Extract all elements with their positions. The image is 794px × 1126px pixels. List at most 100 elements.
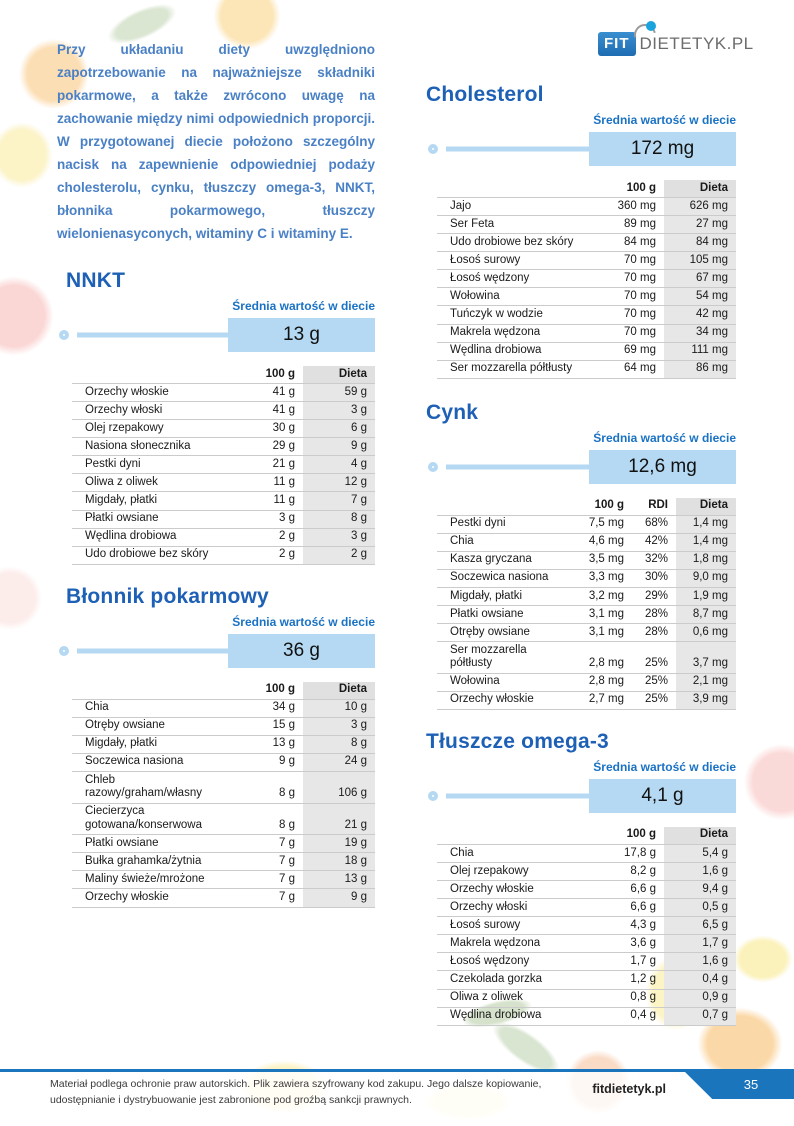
food-value: 1,6 g: [664, 862, 736, 882]
avg-value-row: 36 g: [57, 633, 375, 668]
value-marker-ring-icon: [428, 461, 438, 472]
food-label: Otręby owsiane: [437, 623, 562, 643]
food-label: Wędlina drobiowa: [72, 528, 223, 547]
page-number: 35: [743, 1076, 759, 1092]
food-value: 25%: [632, 673, 676, 692]
food-value: 27 mg: [664, 215, 736, 235]
food-value: 64 mg: [584, 360, 664, 379]
value-connector-line: [446, 146, 590, 152]
table-row: Wołowina 2,8 mg 25% 2,1 mg: [437, 673, 736, 692]
value-marker-ring-icon: [428, 790, 438, 801]
right-column: Cholesterol Średnia wartość w diecie 172…: [426, 83, 736, 1026]
food-value: 111 mg: [664, 342, 736, 361]
food-value: 0,4 g: [584, 1007, 664, 1026]
food-label: Olej rzepakowy: [72, 419, 223, 439]
table-row: Udo drobiowe bez skóry 84 mg 84 mg: [437, 233, 736, 253]
food-value: 1,2 g: [584, 970, 664, 990]
food-value: 8 g: [303, 735, 375, 754]
food-label: Płatki owsiane: [72, 510, 223, 529]
food-value: 9 g: [303, 888, 375, 908]
food-value: 28%: [632, 605, 676, 625]
food-label: Makrela wędzona: [437, 324, 584, 343]
food-value: 34 g: [223, 699, 303, 718]
table-row: Płatki owsiane 7 g 19 g: [72, 834, 375, 854]
food-value: 42 mg: [664, 305, 736, 325]
left-column: Przy układaniu diety uwzględniono zapotr…: [57, 38, 375, 908]
food-value: 6 g: [303, 419, 375, 439]
table-row: Orzechy włoskie 6,6 g 9,4 g: [437, 880, 736, 900]
food-value: 12 g: [303, 473, 375, 493]
food-label: Wędlina drobiowa: [437, 1007, 584, 1026]
food-value: 2,8 mg: [562, 673, 632, 692]
table-header-cell: [72, 366, 223, 385]
food-label: Maliny świeże/mrożone: [72, 870, 223, 890]
table-row: Soczewica nasiona 3,3 mg 30% 9,0 mg: [437, 569, 736, 589]
section-title: Tłuszcze omega-3: [426, 729, 609, 753]
table-row: Makrela wędzona 70 mg 34 mg: [437, 324, 736, 343]
food-label: Łosoś surowy: [437, 916, 584, 936]
avg-value-label: Średnia wartość w diecie: [232, 614, 375, 629]
nutrient-table: 100 g RDI Dieta Pestki dyni 7,5 mg 68% 1,4 mg C…: [437, 497, 736, 710]
food-label: Orzechy włoski: [437, 898, 584, 918]
table-row: Chia 17,8 g 5,4 g: [437, 844, 736, 864]
table-row: Ser mozzarella półtłusty 2,8 mg 25% 3,7 mg: [437, 641, 736, 674]
food-value: 0,8 g: [584, 989, 664, 1008]
logo-fit-text: FIT: [598, 32, 636, 56]
food-value: 69 mg: [584, 342, 664, 361]
food-value: 1,7 g: [584, 952, 664, 972]
table-row: Oliwa z oliwek 11 g 12 g: [72, 473, 375, 493]
table-header-cell: 100 g: [223, 366, 303, 385]
table-row: Płatki owsiane 3,1 mg 28% 8,7 mg: [437, 605, 736, 625]
food-value: 8 g: [223, 771, 303, 804]
food-value: 17,8 g: [584, 844, 664, 864]
food-label: Orzechy włoskie: [437, 880, 584, 900]
footer-copyright-line2: udostępnianie i dystrybuowanie jest zabr…: [50, 1093, 412, 1106]
avg-value-box: 36 g: [228, 633, 375, 668]
avg-value-box: 13 g: [228, 318, 375, 352]
food-value: 106 g: [303, 771, 375, 804]
food-value: 70 mg: [584, 305, 664, 325]
table-row: Kasza gryczana 3,5 mg 32% 1,8 mg: [437, 551, 736, 570]
table-header-row: 100 g Dieta: [72, 681, 375, 700]
food-value: 0,9 g: [664, 989, 736, 1008]
food-value: 25%: [632, 691, 676, 710]
food-value: 68%: [632, 515, 676, 534]
food-value: 59 g: [303, 383, 375, 403]
food-value: 626 mg: [664, 197, 736, 217]
footer-site-name: fitdietetyk.pl: [592, 1082, 666, 1096]
food-value: 0,7 g: [664, 1007, 736, 1026]
food-value: 1,4 mg: [676, 515, 736, 534]
food-value: 3,2 mg: [562, 587, 632, 607]
food-value: 9,0 mg: [676, 569, 736, 589]
logo-suffix-text: DIETETYK.PL: [639, 34, 754, 53]
section-title: Cynk: [426, 400, 479, 424]
food-label: Ser Feta: [437, 215, 584, 235]
table-row: Jajo 360 mg 626 mg: [437, 197, 736, 217]
food-label: Pestki dyni: [437, 515, 562, 534]
food-value: 1,9 mg: [676, 587, 736, 607]
table-header-row: 100 g Dieta: [437, 180, 736, 199]
food-label: Wołowina: [437, 673, 562, 692]
table-header-cell: [437, 180, 584, 199]
value-connector-line: [77, 648, 229, 654]
food-value: 89 mg: [584, 215, 664, 235]
lemon-watermark-image: [0, 112, 62, 198]
avg-value-label: Średnia wartość w diecie: [232, 299, 375, 313]
food-label: Kasza gryczana: [437, 551, 562, 570]
food-label: Chia: [72, 699, 223, 718]
avg-value-label: Średnia wartość w diecie: [593, 430, 736, 445]
food-value: 9,4 g: [664, 880, 736, 900]
food-value: 32%: [632, 551, 676, 570]
food-value: 21 g: [223, 455, 303, 475]
logo: FIT DIETETYK.PL: [598, 19, 754, 68]
food-value: 3,1 mg: [562, 605, 632, 625]
value-marker-ring-icon: [428, 144, 438, 154]
food-label: Chia: [437, 533, 562, 552]
food-label: Wędlina drobiowa: [437, 342, 584, 361]
section-title: Błonnik pokarmowy: [66, 584, 269, 608]
table-row: Chia 4,6 mg 42% 1,4 mg: [437, 533, 736, 552]
food-value: 9 g: [223, 753, 303, 773]
